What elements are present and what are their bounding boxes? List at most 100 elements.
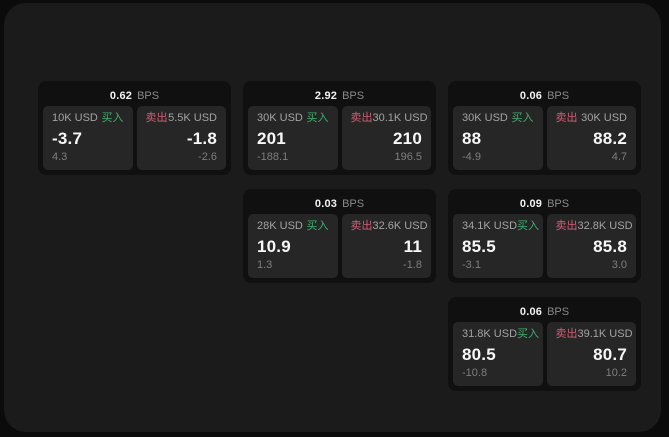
buy-sub-value: -188.1	[257, 151, 289, 163]
sell-amount: 32.6K USD	[372, 220, 428, 232]
bps-spread-value: 0.06	[519, 306, 543, 318]
sell-price: 210	[393, 128, 422, 148]
sell-panel[interactable]: 卖出 32.6K USD 11 -1.8	[341, 214, 431, 278]
quote-panels: 10K USD 买入 -3.7 4.3 卖出 5.5K USD -1.8 -2.…	[43, 106, 226, 170]
buy-amount: 34.1K USD	[462, 220, 518, 232]
buy-panel-header: 34.1K USD 买入	[462, 220, 539, 233]
sell-sub-value: 196.5	[394, 151, 422, 163]
sell-panel[interactable]: 卖出 30K USD 88.2 4.7	[546, 106, 636, 170]
buy-panel-header: 10K USD 买入	[52, 112, 124, 125]
bps-unit-label: BPS	[342, 198, 365, 210]
buy-amount: 30K USD	[257, 112, 303, 124]
sell-price: 85.8	[593, 236, 627, 256]
sell-price: -1.8	[186, 128, 217, 148]
sell-price: 80.7	[593, 344, 627, 364]
buy-side-label: 买入	[517, 328, 540, 340]
sell-side-label: 卖出	[555, 220, 578, 232]
quote-card: 2.92 BPS 30K USD 买入 201 -188.1 卖出 30.1K …	[243, 81, 436, 175]
bps-unit-label: BPS	[547, 198, 570, 210]
card-header: 0.06 BPS	[453, 302, 636, 322]
buy-panel-header: 30K USD 买入	[257, 112, 329, 125]
quote-card: 0.62 BPS 10K USD 买入 -3.7 4.3 卖出 5.5K USD…	[38, 81, 231, 175]
bps-spread-value: 0.62	[109, 90, 133, 102]
bps-spread-value: 2.92	[314, 90, 338, 102]
buy-amount: 31.8K USD	[462, 328, 518, 340]
buy-side-label: 买入	[511, 112, 534, 124]
buy-panel[interactable]: 30K USD 买入 88 -4.9	[453, 106, 543, 170]
quote-panels: 30K USD 买入 88 -4.9 卖出 30K USD 88.2 4.7	[453, 106, 636, 170]
sell-panel[interactable]: 卖出 5.5K USD -1.8 -2.6	[136, 106, 226, 170]
quote-panels: 31.8K USD 买入 80.5 -10.8 卖出 39.1K USD 80.…	[453, 322, 636, 386]
buy-side-label: 买入	[101, 112, 124, 124]
sell-amount: 30K USD	[581, 112, 627, 124]
sell-sub-value: -1.8	[403, 259, 422, 271]
buy-sub-value: -4.9	[462, 151, 481, 163]
sell-amount: 39.1K USD	[577, 328, 633, 340]
sell-sub-value: -2.6	[198, 151, 217, 163]
sell-side-label: 卖出	[350, 112, 373, 124]
sell-sub-value: 10.2	[605, 367, 627, 379]
sell-amount: 30.1K USD	[372, 112, 428, 124]
quote-cards-grid: 0.62 BPS 10K USD 买入 -3.7 4.3 卖出 5.5K USD…	[38, 81, 641, 391]
sell-side-label: 卖出	[555, 328, 578, 340]
bps-spread-value: 0.06	[519, 90, 543, 102]
sell-amount: 5.5K USD	[168, 112, 217, 124]
sell-side-label: 卖出	[555, 112, 578, 124]
buy-panel-header: 28K USD 买入	[257, 220, 329, 233]
quote-panels: 28K USD 买入 10.9 1.3 卖出 32.6K USD 11 -1.8	[248, 214, 431, 278]
sell-sub-value: 4.7	[611, 151, 627, 163]
buy-price: 85.5	[462, 236, 496, 256]
sell-price: 88.2	[593, 128, 627, 148]
sell-side-label: 卖出	[350, 220, 373, 232]
quote-panels: 34.1K USD 买入 85.5 -3.1 卖出 32.8K USD 85.8…	[453, 214, 636, 278]
sell-amount: 32.8K USD	[577, 220, 633, 232]
quote-card: 0.06 BPS 30K USD 买入 88 -4.9 卖出 30K USD 8…	[448, 81, 641, 175]
buy-amount: 28K USD	[257, 220, 303, 232]
buy-panel[interactable]: 10K USD 买入 -3.7 4.3	[43, 106, 133, 170]
buy-side-label: 买入	[306, 112, 329, 124]
buy-price: 80.5	[462, 344, 496, 364]
buy-amount: 30K USD	[462, 112, 508, 124]
app-window: 0.62 BPS 10K USD 买入 -3.7 4.3 卖出 5.5K USD…	[4, 3, 661, 432]
buy-sub-value: 4.3	[52, 151, 68, 163]
quote-card: 0.03 BPS 28K USD 买入 10.9 1.3 卖出 32.6K US…	[243, 189, 436, 283]
buy-sub-value: 1.3	[257, 259, 273, 271]
buy-panel[interactable]: 34.1K USD 买入 85.5 -3.1	[453, 214, 543, 278]
sell-panel-header: 卖出 5.5K USD	[146, 112, 218, 125]
card-header: 0.09 BPS	[453, 194, 636, 214]
bps-unit-label: BPS	[547, 306, 570, 318]
sell-panel-header: 卖出 32.6K USD	[350, 220, 428, 233]
bps-unit-label: BPS	[547, 90, 570, 102]
sell-panel-header: 卖出 30.1K USD	[350, 112, 428, 125]
bps-spread-value: 0.03	[314, 198, 338, 210]
card-header: 0.03 BPS	[248, 194, 431, 214]
bps-unit-label: BPS	[342, 90, 365, 102]
buy-price: 201	[257, 128, 286, 148]
sell-panel[interactable]: 卖出 32.8K USD 85.8 3.0	[546, 214, 636, 278]
buy-panel[interactable]: 30K USD 买入 201 -188.1	[248, 106, 338, 170]
buy-price: 10.9	[257, 236, 291, 256]
buy-panel-header: 31.8K USD 买入	[462, 328, 539, 341]
buy-side-label: 买入	[306, 220, 329, 232]
buy-amount: 10K USD	[52, 112, 98, 124]
buy-side-label: 买入	[517, 220, 540, 232]
quote-card: 0.06 BPS 31.8K USD 买入 80.5 -10.8 卖出 39.1…	[448, 297, 641, 391]
buy-panel-header: 30K USD 买入	[462, 112, 534, 125]
quote-panels: 30K USD 买入 201 -188.1 卖出 30.1K USD 210 1…	[248, 106, 431, 170]
card-header: 0.62 BPS	[43, 86, 226, 106]
buy-panel[interactable]: 28K USD 买入 10.9 1.3	[248, 214, 338, 278]
sell-side-label: 卖出	[145, 112, 168, 124]
card-header: 2.92 BPS	[248, 86, 431, 106]
sell-price: 11	[403, 236, 422, 256]
buy-sub-value: -10.8	[462, 367, 488, 379]
sell-panel[interactable]: 卖出 30.1K USD 210 196.5	[341, 106, 431, 170]
buy-panel[interactable]: 31.8K USD 买入 80.5 -10.8	[453, 322, 543, 386]
sell-panel-header: 卖出 39.1K USD	[555, 328, 633, 341]
card-header: 0.06 BPS	[453, 86, 636, 106]
buy-price: -3.7	[52, 128, 83, 148]
buy-price: 88	[462, 128, 482, 148]
sell-sub-value: 3.0	[611, 259, 627, 271]
sell-panel[interactable]: 卖出 39.1K USD 80.7 10.2	[546, 322, 636, 386]
bps-unit-label: BPS	[137, 90, 160, 102]
buy-sub-value: -3.1	[462, 259, 481, 271]
